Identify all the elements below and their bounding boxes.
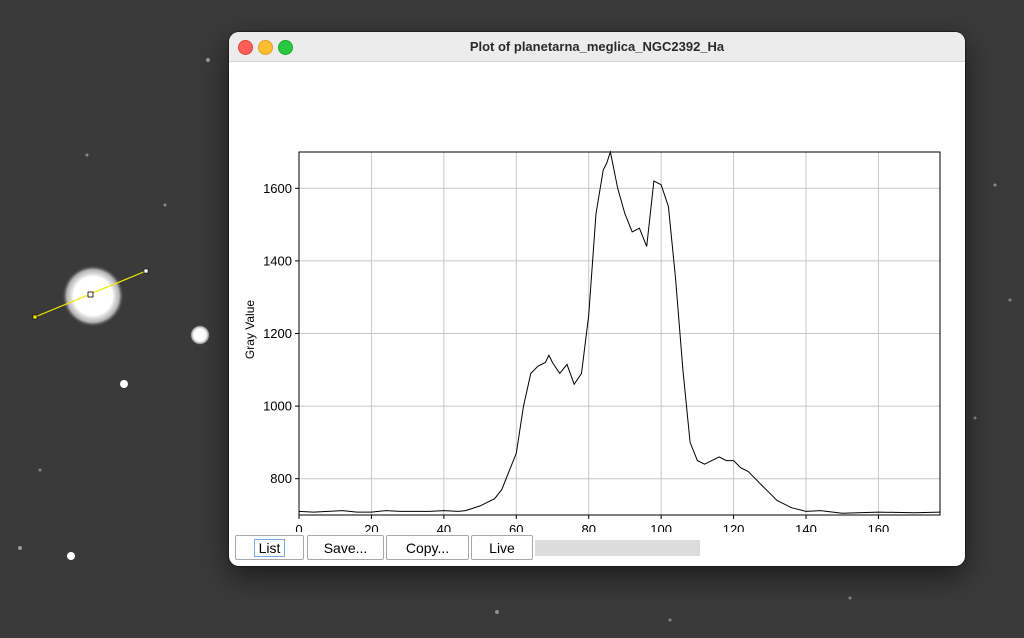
x-tick-label: 80 xyxy=(581,522,595,532)
live-button[interactable]: Live xyxy=(471,535,533,560)
window-title: Plot of planetarna_meglica_NGC2392_Ha xyxy=(469,39,725,54)
star xyxy=(206,58,210,62)
star xyxy=(1008,298,1012,302)
star xyxy=(848,596,852,600)
star xyxy=(668,618,672,622)
y-axis-label: Gray Value xyxy=(243,300,257,359)
star xyxy=(993,183,997,187)
roi-handle[interactable] xyxy=(87,291,94,298)
y-tick-label: 1000 xyxy=(263,399,292,414)
minimize-button[interactable] xyxy=(258,40,273,55)
save-button[interactable]: Save... xyxy=(307,535,384,560)
y-tick-label: 800 xyxy=(270,471,292,486)
star xyxy=(190,325,210,345)
star xyxy=(495,610,499,614)
x-tick-label: 120 xyxy=(723,522,745,532)
y-tick-label: 1400 xyxy=(263,253,292,268)
star xyxy=(18,546,22,550)
plot-window[interactable]: Plot of planetarna_meglica_NGC2392_Ha 0 2… xyxy=(229,32,965,566)
copy-button[interactable]: Copy... xyxy=(386,535,469,560)
line-selection-roi[interactable] xyxy=(32,268,149,320)
x-tick-label: 160 xyxy=(868,522,890,532)
x-tick-label: 140 xyxy=(795,522,817,532)
star xyxy=(973,416,977,420)
roi-handle[interactable] xyxy=(143,268,149,274)
close-button[interactable] xyxy=(238,40,253,55)
title-bar[interactable]: Plot of planetarna_meglica_NGC2392_Ha xyxy=(229,32,965,62)
roi-handle[interactable] xyxy=(32,314,38,320)
star xyxy=(38,468,42,472)
profile-line xyxy=(298,150,941,514)
star xyxy=(85,153,89,157)
star xyxy=(67,552,75,560)
list-button-label: List xyxy=(253,538,286,557)
x-tick-label: 40 xyxy=(437,522,451,532)
x-tick-label: 20 xyxy=(364,522,378,532)
star xyxy=(163,203,167,207)
x-tick-label: 100 xyxy=(650,522,672,532)
y-tick-label: 1600 xyxy=(263,181,292,196)
profile-plot[interactable]: 0 20 40 60 80 100 120 140 160 800 1000 1200 1400 1600… xyxy=(229,62,965,532)
zoom-button[interactable] xyxy=(278,40,293,55)
progress-bar xyxy=(535,540,700,556)
button-bar: List Save... Copy... Live xyxy=(229,533,965,566)
star xyxy=(120,380,128,388)
x-tick-label: 0 xyxy=(295,522,302,532)
y-tick-label: 1200 xyxy=(263,326,292,341)
x-tick-label: 60 xyxy=(509,522,523,532)
list-button[interactable]: List xyxy=(235,535,304,560)
